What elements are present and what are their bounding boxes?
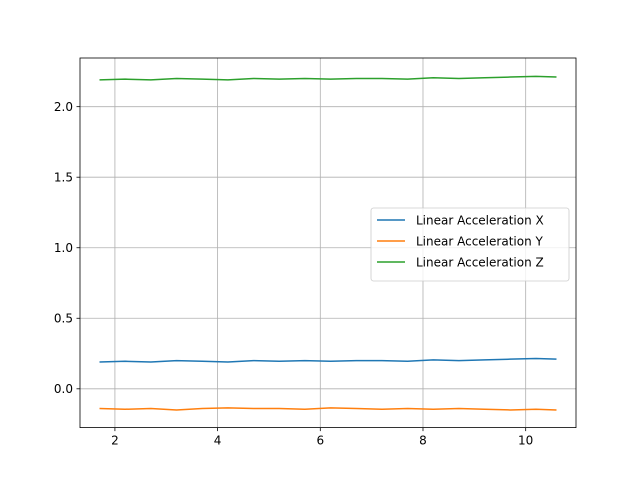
legend-label: Linear Acceleration X: [416, 213, 544, 227]
x-tick-label: 10: [518, 434, 533, 448]
legend: Linear Acceleration X Linear Acceleration…: [370, 207, 570, 282]
y-axis: 0.0 0.5 1.0 1.5 2.0: [54, 100, 80, 396]
legend-label: Linear Acceleration Z: [416, 255, 544, 269]
series-lines: [99, 75, 557, 411]
legend-box: [370, 207, 570, 282]
x-tick-label: 8: [419, 434, 427, 448]
plot-frame: [79, 57, 577, 429]
series-line-3: [99, 75, 557, 81]
x-tick-label: 4: [214, 434, 222, 448]
y-tick-label: 1.5: [54, 171, 73, 185]
grid-lines: [80, 58, 576, 428]
series-line-2: [99, 407, 557, 411]
y-tick-label: 0.0: [54, 382, 73, 396]
y-tick-label: 0.5: [54, 312, 73, 326]
x-axis: 2 4 6 8 10: [111, 427, 533, 448]
y-tick-label: 2.0: [54, 100, 73, 114]
series-line-1: [99, 357, 557, 363]
x-tick-label: 2: [111, 434, 119, 448]
x-tick-label: 6: [316, 434, 324, 448]
legend-label: Linear Acceleration Y: [416, 234, 543, 248]
y-tick-label: 1.0: [54, 241, 73, 255]
